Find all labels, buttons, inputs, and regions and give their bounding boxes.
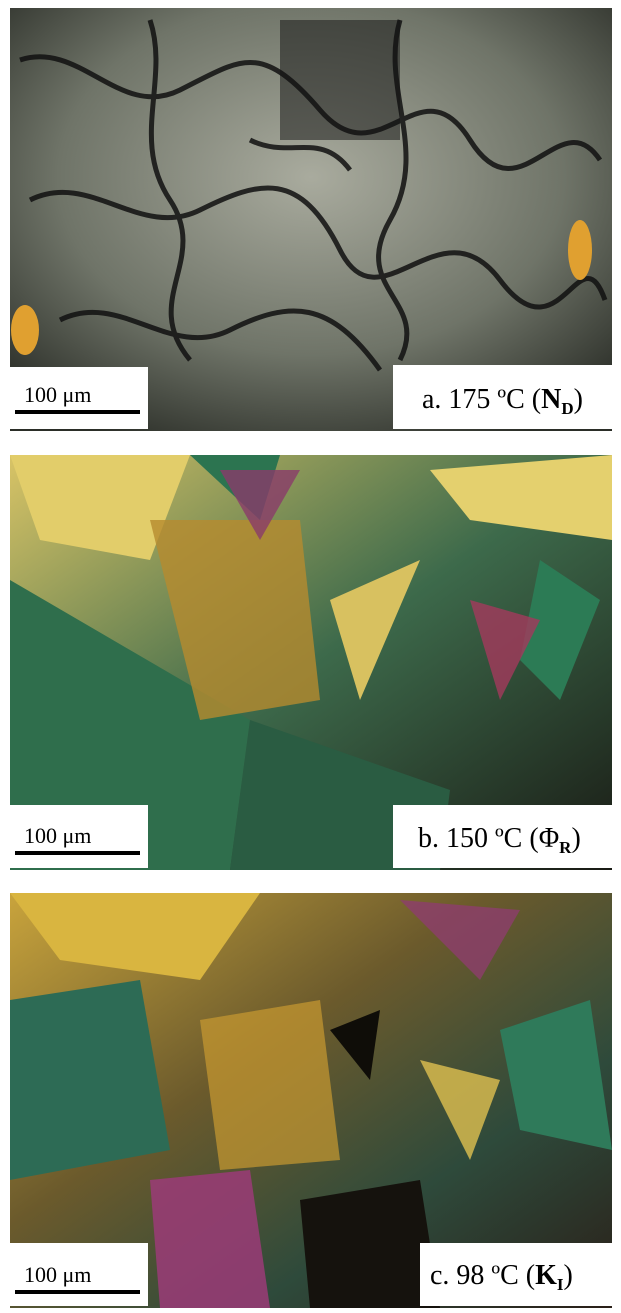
highlight xyxy=(11,305,39,355)
dark-region xyxy=(280,20,400,140)
label-close: ) xyxy=(564,1260,573,1291)
label-text: c. 98 ºC ( xyxy=(430,1260,535,1291)
label-text: a. 175 ºC ( xyxy=(422,384,541,415)
label-symbol: K xyxy=(535,1260,557,1291)
panel-c: 100 μm c. 98 ºC (KI) xyxy=(10,893,612,1308)
label-subscript: D xyxy=(561,399,573,418)
panel-label: a. 175 ºC (ND) xyxy=(422,384,583,418)
panel-a: 100 μm a. 175 ºC (ND) xyxy=(10,8,612,431)
panel-b: 100 μm b. 150 ºC (ΦR) xyxy=(10,455,612,870)
domain xyxy=(300,1180,440,1308)
label-symbol: Φ xyxy=(539,823,559,854)
label-subscript: R xyxy=(559,838,572,857)
figure: 100 μm a. 175 ºC (ND) 100 μm b. 150 ºC (… xyxy=(0,0,621,1313)
scale-label: 100 μm xyxy=(24,1262,91,1287)
label-close: ) xyxy=(574,384,583,415)
scale-label: 100 μm xyxy=(24,823,91,848)
label-text: b. 150 ºC ( xyxy=(418,823,539,854)
panel-label: b. 150 ºC (ΦR) xyxy=(418,823,581,857)
label-close: ) xyxy=(571,823,580,854)
scale-label: 100 μm xyxy=(24,382,91,407)
page: 100 μm a. 175 ºC (ND) 100 μm b. 150 ºC (… xyxy=(0,0,621,1313)
domain xyxy=(200,1000,340,1170)
label-symbol: N xyxy=(541,384,561,415)
highlight xyxy=(568,220,592,280)
panel-label: c. 98 ºC (KI) xyxy=(430,1260,573,1294)
domain xyxy=(150,1170,270,1308)
